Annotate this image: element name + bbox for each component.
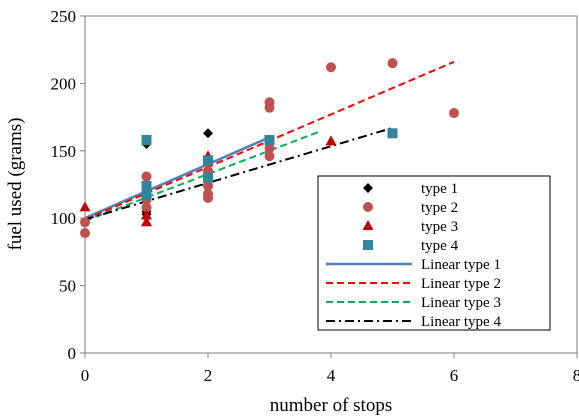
x-tick-label: 6 [450,366,459,385]
data-points [79,58,459,239]
type-4-point [141,180,152,191]
legend-label-type-4: type 4 [421,238,459,254]
type-3-point [141,216,152,227]
legend-entries: type 1 type 2 type 3 type 4 Linear type 1 Lin… [326,181,501,330]
legend-label-type-3: type 3 [421,219,458,235]
trend-line-linear-type-1 [84,136,271,220]
type-2-point [449,108,459,119]
type-2-point [80,217,90,228]
type-4-point [203,155,213,166]
type-4-point [141,135,152,146]
legend-label-linear-type-1: Linear type 1 [421,257,501,273]
y-tick-label: 200 [51,74,77,93]
type-2-point [141,171,152,182]
type-3-point [141,209,152,220]
type-4-point [141,190,152,201]
type-3-point [325,135,337,146]
y-tick-label: 0 [68,344,77,363]
y-tick-label: 250 [51,7,77,26]
x-axis-title: number of stops [270,395,392,416]
type-2-point [264,151,275,162]
type-4-point [203,172,213,183]
type-2-point [203,192,213,203]
axis-ticks: 0 2 4 6 8 0 50 100 150 200 250 [51,7,579,385]
x-tick-label: 8 [573,366,579,385]
type-2-point [203,180,213,191]
legend-label-linear-type-2: Linear type 2 [421,276,501,292]
type-4-point [387,128,398,139]
legend-label-type-1: type 1 [421,181,458,197]
y-tick-label: 50 [59,277,76,296]
type-2-point [326,62,336,73]
legend-label-linear-type-4: Linear type 4 [421,314,501,330]
type-1-point [203,128,213,139]
legend-label-linear-type-3: Linear type 3 [421,295,501,311]
legend-box [317,175,551,331]
y-axis-title: fuel used (grams) [5,118,26,251]
y-tick-label: 150 [51,142,77,161]
type-2-point [387,58,398,69]
type-2-point [264,143,275,154]
type-2-point [80,228,90,239]
x-tick-label: 4 [327,366,336,385]
type-2-point [141,202,152,213]
legend-marker-type-1 [363,183,373,193]
legend-marker-type-3 [362,220,374,230]
legend-marker-type-2 [363,202,373,212]
legend: type 1 type 2 type 3 type 4 Linear type 1 Lin… [317,175,551,331]
trend-line-linear-type-4 [84,126,393,221]
type-3-point [79,201,91,212]
x-tick-label: 2 [204,366,213,385]
y-tick-label: 100 [51,209,77,228]
trend-line-linear-type-3 [84,130,320,222]
type-2-point [264,102,275,113]
type-4-point [264,135,275,146]
legend-label-type-2: type 2 [421,200,458,216]
x-tick-label: 0 [81,366,90,385]
legend-marker-type-4 [363,240,373,250]
